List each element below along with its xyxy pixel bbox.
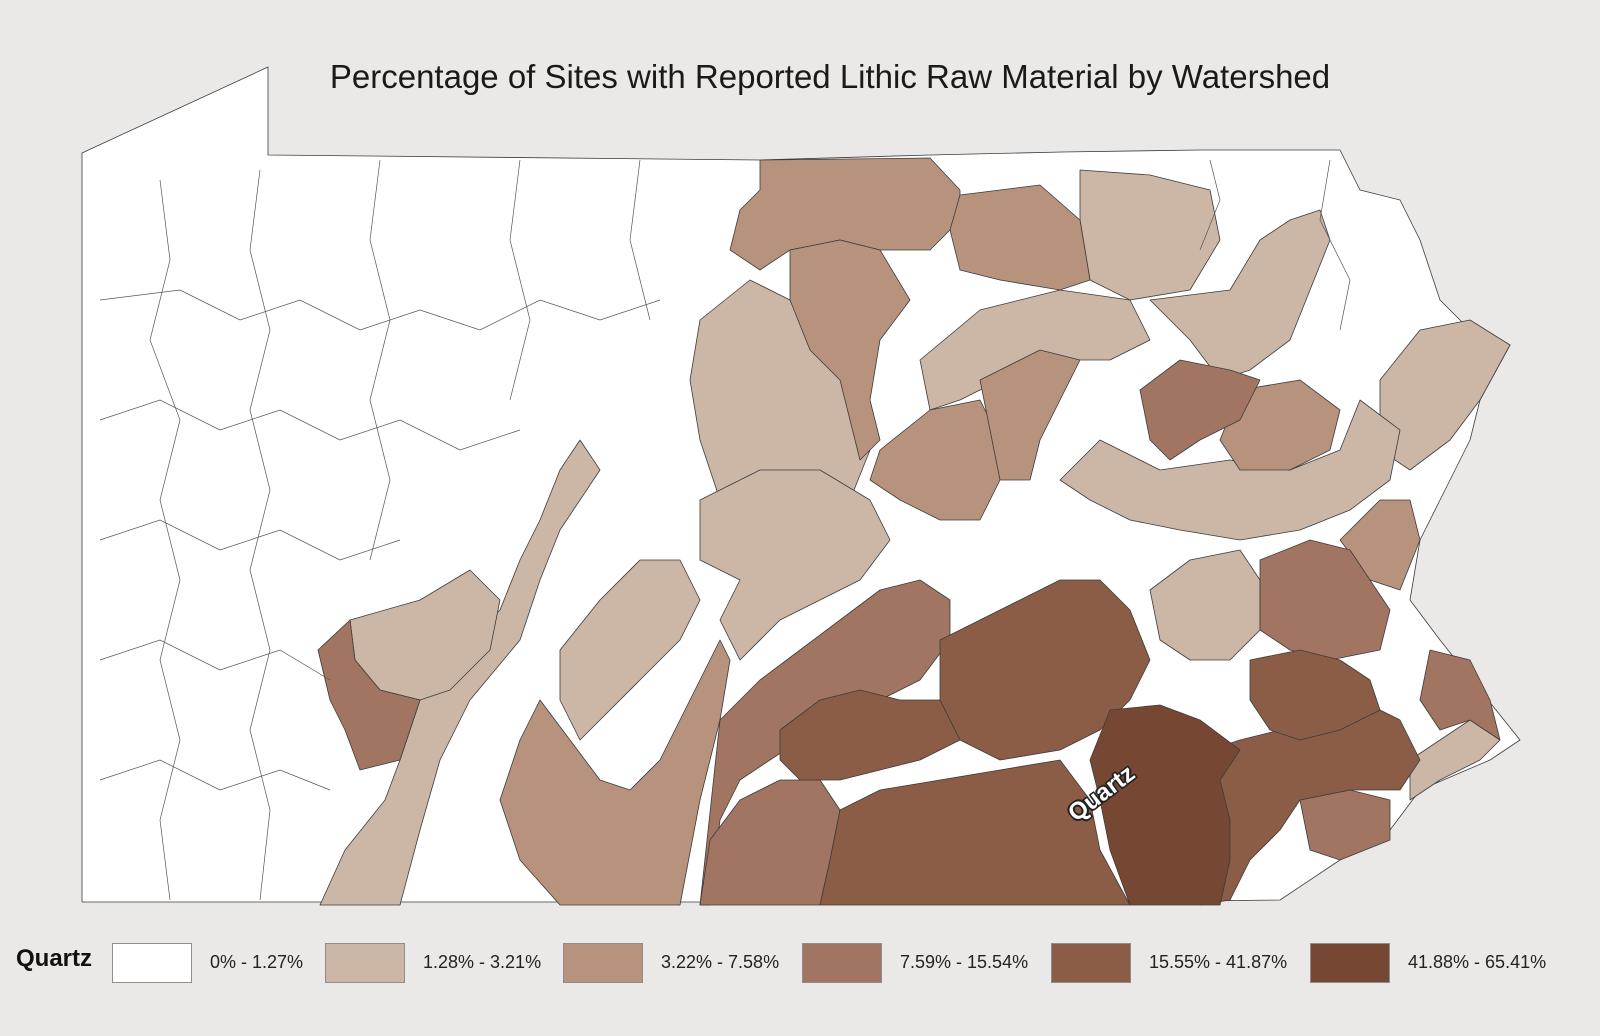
legend-label-5: 41.88% - 65.41% [1408, 952, 1547, 972]
legend-swatch-3 [802, 943, 882, 983]
legend-swatch-2 [563, 943, 643, 983]
watershed-boundaries [99, 159, 1351, 901]
legend-title: Quartz [16, 945, 93, 972]
map-title: Percentage of Sites with Reported Lithic… [329, 58, 1331, 95]
watershed-class-4[interactable] [779, 579, 1421, 906]
watershed-class-2[interactable] [499, 157, 1421, 906]
legend: 0% - 1.27% 1.28% - 3.21% 3.22% - 7.58% 7… [112, 943, 1582, 987]
legend-label-4: 15.55% - 41.87% [1149, 952, 1288, 972]
legend-label-0: 0% - 1.27% [210, 952, 304, 972]
watershed-class-3[interactable] [317, 359, 1501, 906]
watershed-class-1[interactable] [319, 169, 1511, 906]
legend-swatch-1 [325, 943, 405, 983]
legend-label-3: 7.59% - 15.54% [900, 952, 1029, 972]
legend-swatch-0 [112, 943, 192, 983]
legend-label-1: 1.28% - 3.21% [423, 952, 542, 972]
watershed-class-5[interactable] [1089, 704, 1241, 906]
legend-swatch-5 [1310, 943, 1390, 983]
legend-swatch-4 [1051, 943, 1131, 983]
legend-label-2: 3.22% - 7.58% [661, 952, 780, 972]
